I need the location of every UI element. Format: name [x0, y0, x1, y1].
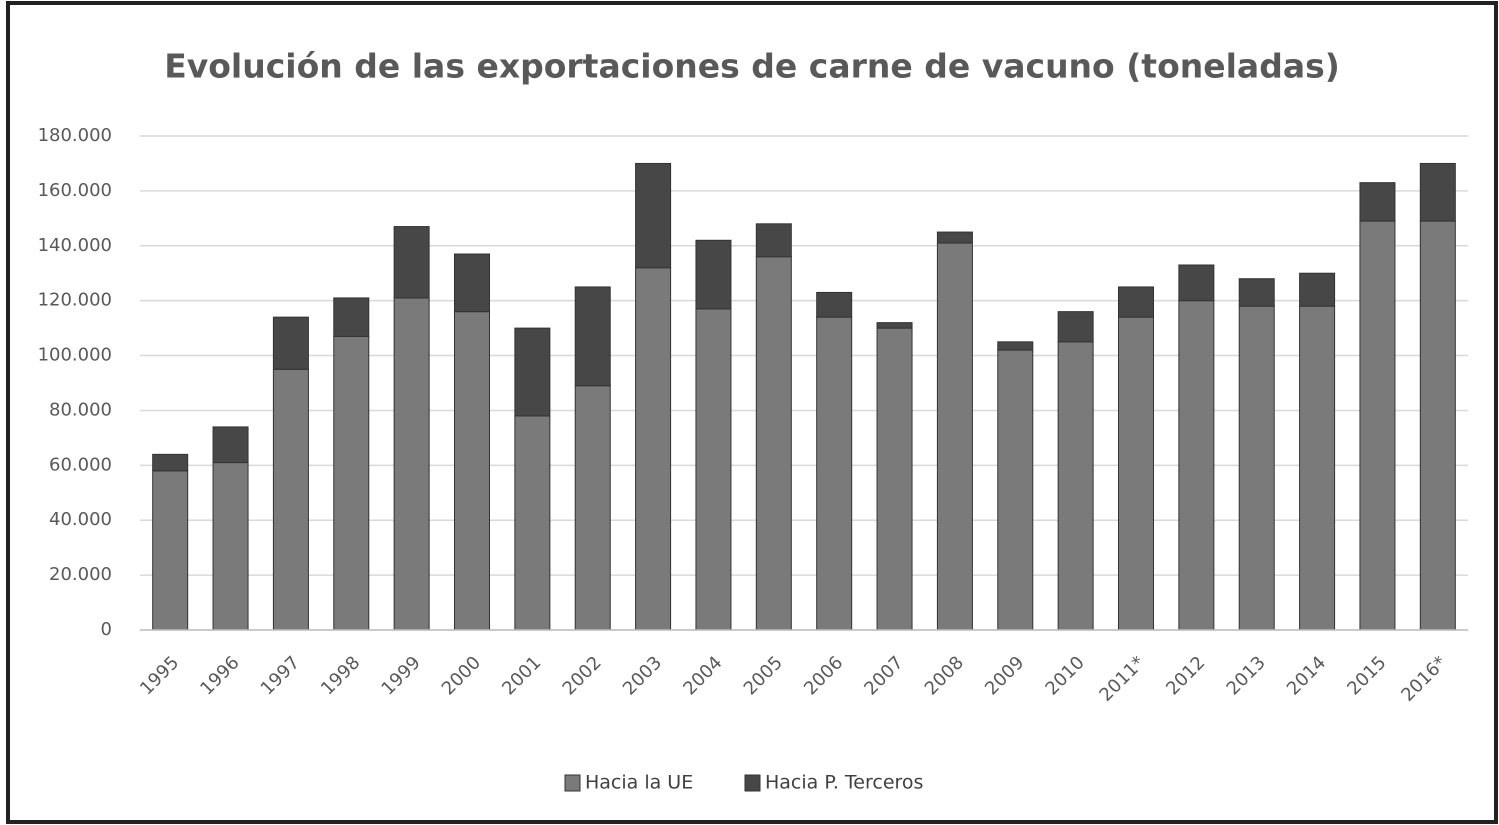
- bar-segment: [454, 254, 489, 312]
- y-tick-label: 100.000: [38, 345, 112, 366]
- bar-segment: [1360, 221, 1395, 630]
- bar-segment: [1420, 221, 1455, 630]
- bar-segment: [877, 323, 912, 328]
- bar-segment: [1300, 273, 1335, 306]
- bar-segment: [1179, 265, 1214, 301]
- chart: Evolución de las exportaciones de carne …: [0, 0, 1499, 825]
- bar-segment: [636, 268, 671, 630]
- bar-segment: [636, 163, 671, 267]
- bar-segment: [1058, 342, 1093, 630]
- bar-segment: [1420, 163, 1455, 221]
- chart-title: Evolución de las exportaciones de carne …: [164, 47, 1340, 86]
- bar-segment: [454, 312, 489, 630]
- bar-segment: [1239, 306, 1274, 630]
- bar-segment: [756, 257, 791, 630]
- bar-segment: [817, 292, 852, 317]
- bar-segment: [213, 427, 248, 463]
- y-tick-label: 20.000: [49, 564, 112, 585]
- bar-segment: [575, 386, 610, 630]
- legend-label: Hacia P. Terceros: [765, 772, 923, 794]
- bar-segment: [998, 342, 1033, 350]
- legend-label: Hacia la UE: [585, 772, 693, 794]
- legend-swatch: [565, 775, 580, 791]
- y-tick-label: 120.000: [38, 290, 112, 311]
- bar-segment: [756, 224, 791, 257]
- bar-segment: [817, 317, 852, 630]
- bar-segment: [877, 328, 912, 630]
- bar-segment: [153, 454, 188, 470]
- y-tick-label: 40.000: [49, 509, 112, 530]
- bar-segment: [394, 227, 429, 298]
- bar-segment: [153, 471, 188, 630]
- bar-segment: [1239, 279, 1274, 306]
- y-tick-label: 80.000: [49, 399, 112, 420]
- bar-segment: [998, 350, 1033, 630]
- bar-segment: [1360, 183, 1395, 221]
- y-tick-label: 160.000: [38, 180, 112, 201]
- bar-segment: [1118, 287, 1153, 317]
- bar-segment: [1058, 312, 1093, 342]
- bar-segment: [273, 317, 308, 369]
- bar-segment: [937, 232, 972, 243]
- bar-segment: [273, 369, 308, 630]
- y-tick-label: 140.000: [38, 235, 112, 256]
- bar-segment: [334, 298, 369, 336]
- bar-segment: [937, 243, 972, 630]
- y-tick-label: 60.000: [49, 454, 112, 475]
- bar-segment: [696, 309, 731, 630]
- y-tick-label: 0: [101, 619, 112, 640]
- bar-segment: [1118, 317, 1153, 630]
- bar-segment: [334, 336, 369, 630]
- bar-segment: [575, 287, 610, 386]
- bar-segment: [1179, 301, 1214, 630]
- legend-swatch: [745, 775, 760, 791]
- bar-segment: [213, 463, 248, 630]
- bar-segment: [1300, 306, 1335, 630]
- bar-segment: [696, 240, 731, 309]
- bar-segment: [394, 298, 429, 630]
- bar-segment: [515, 416, 550, 630]
- y-tick-label: 180.000: [38, 125, 112, 146]
- bar-segment: [515, 328, 550, 416]
